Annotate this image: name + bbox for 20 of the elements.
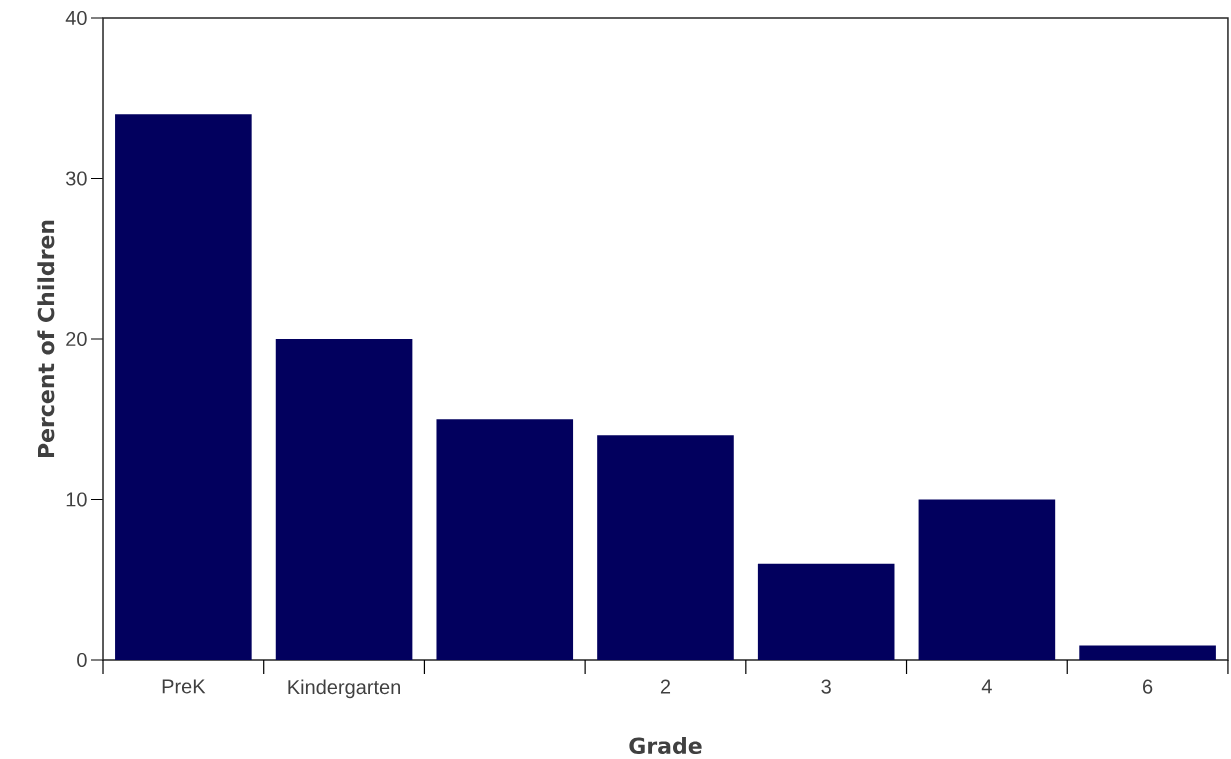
bar [597, 435, 734, 660]
y-tick-label: 20 [66, 331, 87, 347]
x-tick-label: Kindergarten [288, 679, 400, 699]
y-tick-label: 30 [66, 171, 87, 186]
bar [115, 114, 252, 660]
bar [275, 338, 413, 660]
x-axis-title: Grade [629, 737, 702, 755]
x-tick-label: 2 [660, 679, 671, 694]
bar [918, 499, 1056, 660]
y-tick-label: 0 [77, 652, 87, 668]
x-tick-label: 4 [981, 679, 992, 694]
y-tick-label: 10 [66, 492, 87, 507]
bar [436, 419, 574, 660]
x-tick-label: 3 [821, 679, 831, 694]
y-axis-title: Percent of Children [37, 220, 55, 458]
bar [757, 563, 895, 660]
x-tick-label: 6 [1143, 679, 1153, 694]
bar [1079, 645, 1216, 660]
y-tick-label: 40 [65, 10, 87, 26]
x-tick-label: PreK [162, 679, 206, 694]
